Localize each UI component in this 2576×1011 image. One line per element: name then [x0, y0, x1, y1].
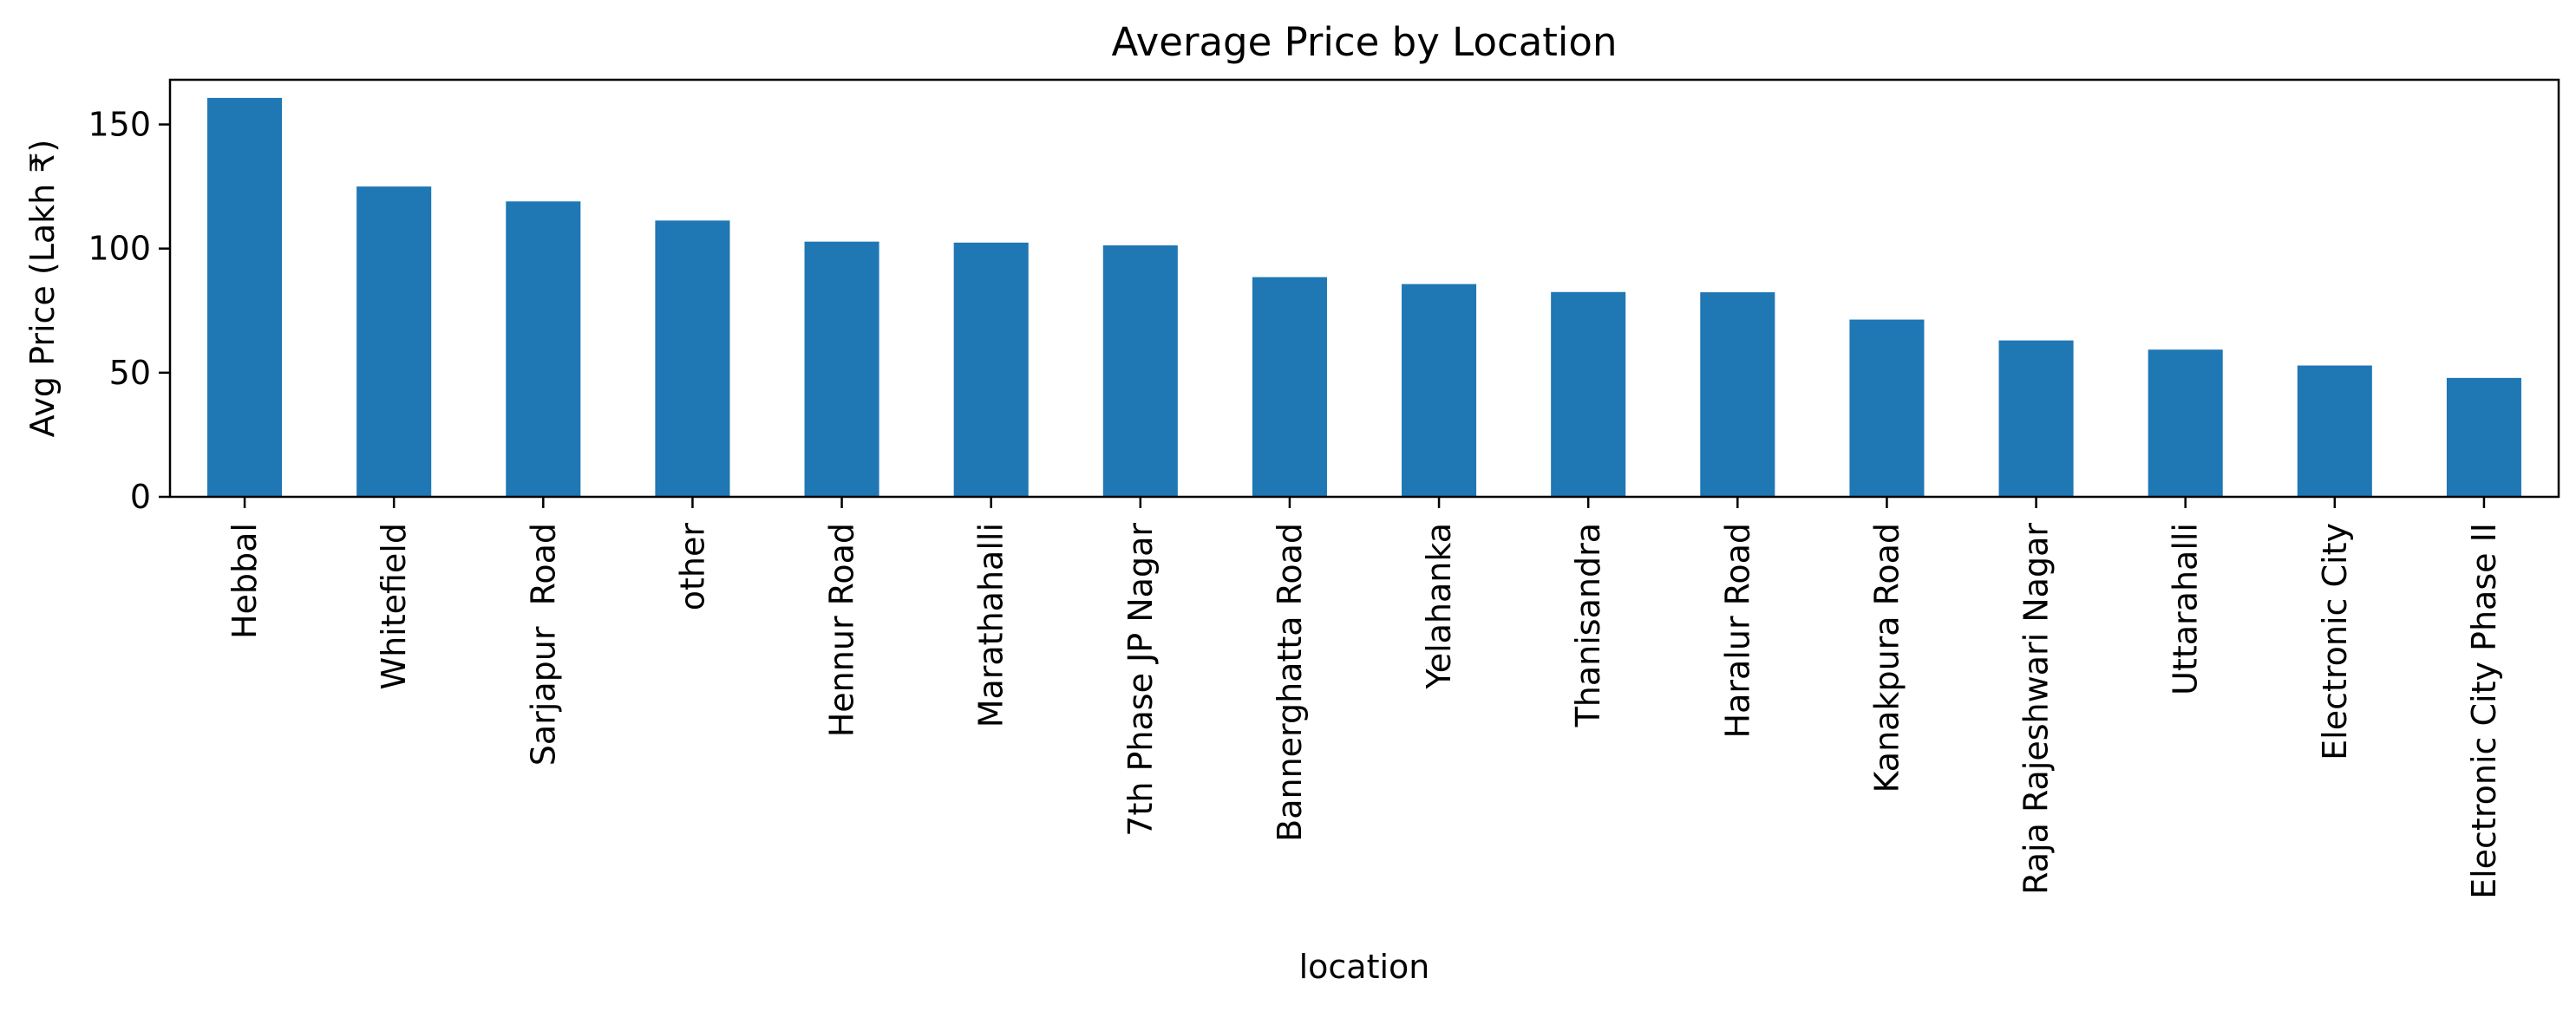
bar-9 — [1551, 291, 1626, 497]
x-tick-label: 7th Phase JP Nagar — [1121, 523, 1160, 837]
y-tick-label: 100 — [88, 230, 151, 268]
bar-12 — [1998, 340, 2074, 497]
x-tick-label: Thanisandra — [1569, 523, 1607, 727]
chart-title: Average Price by Location — [1111, 19, 1617, 65]
x-tick-label: Bannerghatta Road — [1271, 523, 1309, 842]
x-tick-label: Sarjapur Road — [524, 523, 562, 766]
x-tick-label: Kanakpura Road — [1867, 523, 1906, 792]
bar-13 — [2148, 349, 2223, 497]
plot-frame — [168, 78, 2560, 499]
y-axis-label: Avg Price (Lakh ₹) — [23, 140, 62, 438]
bar-5 — [953, 242, 1029, 497]
x-tick-label: Whitefield — [375, 523, 413, 690]
bar-7 — [1252, 277, 1327, 497]
x-tick-label: Haralur Road — [1718, 523, 1756, 738]
x-tick-label: Electronic City Phase II — [2465, 523, 2503, 899]
x-tick-label: Hebbal — [226, 523, 264, 639]
y-tick-label: 150 — [88, 106, 151, 144]
x-axis: Hebbal Whitefield Sarjapur Road other Hennur… — [226, 497, 2503, 899]
y-tick-label: 0 — [130, 478, 151, 516]
x-tick-label: Electronic City — [2316, 523, 2354, 760]
y-tick-label: 50 — [109, 354, 151, 392]
x-tick-label: Yelahanka — [1420, 523, 1458, 689]
bar-3 — [655, 220, 730, 497]
bar-0 — [207, 97, 283, 497]
y-axis: 0 50 100 150 — [88, 106, 170, 516]
bar-group — [207, 97, 2521, 497]
x-tick-label: Hennur Road — [823, 523, 861, 737]
x-tick-label: Uttarahalli — [2167, 523, 2205, 695]
x-tick-label: other — [673, 523, 711, 611]
bar-6 — [1102, 245, 1178, 497]
x-tick-label: Raja Rajeshwari Nagar — [2017, 523, 2056, 895]
bar-2 — [506, 201, 581, 497]
x-tick-label: Marathahalli — [972, 523, 1010, 727]
bar-8 — [1402, 284, 1477, 497]
bar-1 — [356, 186, 432, 497]
bar-14 — [2297, 365, 2372, 497]
x-axis-label: location — [1299, 948, 1430, 986]
bar-4 — [804, 241, 879, 497]
bar-15 — [2446, 377, 2521, 497]
bar-10 — [1700, 292, 1775, 497]
bar-11 — [1849, 319, 1925, 497]
